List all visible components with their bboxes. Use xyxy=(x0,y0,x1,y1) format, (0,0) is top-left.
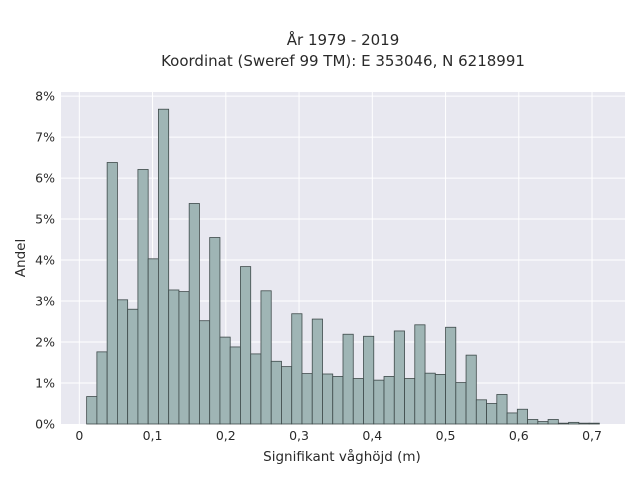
histogram-bar xyxy=(424,372,436,425)
histogram-bar xyxy=(291,313,303,425)
histogram-bar xyxy=(96,351,108,425)
histogram-bar xyxy=(404,378,416,425)
histogram-bar xyxy=(158,108,170,425)
histogram-bar xyxy=(270,360,282,425)
x-tick-label: 0 xyxy=(75,428,83,443)
histogram-bar xyxy=(311,318,323,425)
tick-labels: 0 0,1 0,2 0,3 0,4 0,5 0,6 0,7 0% 1% 2% 3% 4% 5% 6% 7% 8% xyxy=(35,89,602,443)
histogram-bar xyxy=(178,291,190,425)
histogram-bar xyxy=(516,408,528,425)
histogram-bar xyxy=(568,421,580,425)
histogram-bar xyxy=(363,335,375,425)
y-tick-label: 0% xyxy=(35,417,55,432)
histogram-bar xyxy=(557,422,570,425)
histogram-bar xyxy=(106,162,118,425)
chart-subtitle: Koordinat (Sweref 99 TM): E 353046, N 62… xyxy=(161,52,525,70)
x-axis-label: Signifikant våghöjd (m) xyxy=(263,448,421,465)
y-tick-label: 6% xyxy=(35,171,55,186)
histogram-bar xyxy=(578,422,590,425)
histogram-bar xyxy=(414,324,426,425)
histogram-bar xyxy=(260,290,272,425)
histogram-bar xyxy=(445,326,457,425)
histogram-bar xyxy=(281,366,293,425)
histogram-bar xyxy=(209,237,221,425)
y-tick-label: 4% xyxy=(35,253,55,268)
y-tick-label: 1% xyxy=(35,376,55,391)
histogram-bar xyxy=(342,333,354,425)
bars xyxy=(86,108,600,425)
y-tick-label: 5% xyxy=(35,212,55,227)
histogram-bar xyxy=(537,421,549,425)
histogram-bar xyxy=(137,169,149,425)
x-tick-label: 0,2 xyxy=(216,428,236,443)
y-axis-label: Andel xyxy=(13,239,29,277)
y-tick-label: 3% xyxy=(35,294,55,309)
histogram-bar xyxy=(117,299,129,425)
histogram-bar xyxy=(527,419,539,425)
histogram-bar xyxy=(434,374,446,425)
histogram-bar xyxy=(250,353,262,425)
histogram-bar xyxy=(199,320,211,425)
histogram-bar xyxy=(332,376,344,425)
histogram-bar xyxy=(496,394,508,425)
histogram-bar xyxy=(168,289,180,425)
histogram-bar xyxy=(322,373,334,425)
histogram-bar xyxy=(127,308,139,425)
histogram-bar xyxy=(240,266,252,425)
histogram-bar xyxy=(465,354,477,425)
chart-title: År 1979 - 2019 xyxy=(287,30,400,49)
x-tick-label: 0,6 xyxy=(509,428,529,443)
histogram-bar xyxy=(147,258,159,425)
histogram-bar xyxy=(393,330,405,425)
y-tick-label: 2% xyxy=(35,335,55,350)
y-tick-label: 7% xyxy=(35,130,55,145)
histogram-bar xyxy=(352,378,364,425)
histogram-bar xyxy=(373,379,385,425)
histogram-bar xyxy=(475,399,487,425)
x-tick-label: 0,5 xyxy=(436,428,456,443)
x-tick-label: 0,3 xyxy=(289,428,309,443)
histogram-bar xyxy=(383,376,395,425)
histogram-bar xyxy=(86,396,98,425)
histogram-bar xyxy=(547,419,559,425)
x-tick-label: 0,7 xyxy=(582,428,602,443)
histogram-bar xyxy=(229,346,241,425)
x-tick-label: 0,1 xyxy=(143,428,163,443)
histogram-bar xyxy=(486,403,498,425)
histogram-bar xyxy=(219,336,231,425)
histogram-bar xyxy=(588,422,600,425)
histogram-bar xyxy=(455,382,467,425)
x-tick-label: 0,4 xyxy=(362,428,382,443)
histogram-bar xyxy=(506,412,518,425)
y-tick-label: 8% xyxy=(35,89,55,104)
histogram-bar xyxy=(301,373,313,425)
histogram-bar xyxy=(188,203,200,425)
